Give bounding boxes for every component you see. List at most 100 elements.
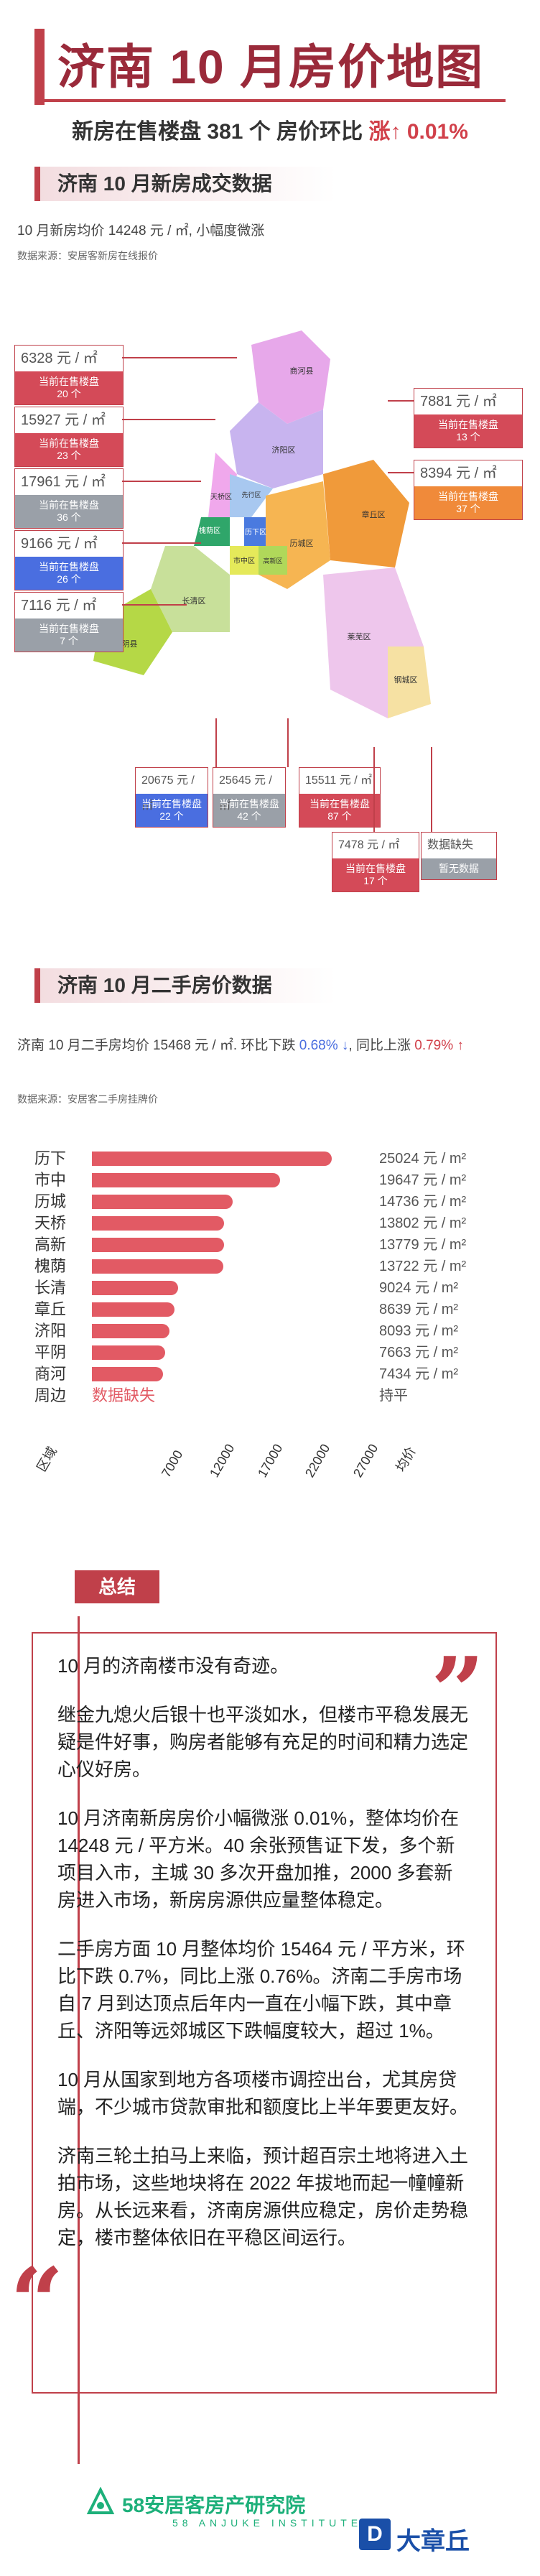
axis-tick-label: 17000 [254, 1441, 286, 1480]
bar [92, 1152, 332, 1166]
bar-value-label: 9024 元 / m² [379, 1280, 459, 1296]
leader-line [388, 400, 414, 402]
callout-price: 15927 元 / ㎡ [21, 412, 106, 428]
bar-category-label: 平阴 [34, 1343, 67, 1361]
axis-tick-label: 12000 [207, 1441, 238, 1480]
callout-price: 9166 元 / ㎡ [21, 536, 98, 552]
bar-category-label: 历城 [34, 1192, 67, 1210]
map-district-huaiyin [194, 517, 230, 546]
avg-text: 济南 10 月二手房均价 15468 元 / ㎡. 环比下跌 [17, 1038, 296, 1053]
bar-value-label: 25024 元 / m² [379, 1151, 467, 1167]
callout-shanghe: 6328 元 / ㎡ 当前在售楼盘 20 个 [14, 345, 124, 405]
callout-price: 6328 元 / ㎡ [21, 351, 98, 366]
bar-category-label: 商河 [34, 1365, 67, 1383]
bar-category-label: 长清 [34, 1279, 67, 1297]
avg-text-b: , 同比上涨 [348, 1038, 411, 1053]
bar-value-label: 13802 元 / m² [379, 1215, 467, 1231]
bar-category-label: 天桥 [34, 1214, 67, 1232]
callout-price: 8394 元 / ㎡ [420, 465, 497, 481]
summary-paragraph: 10 月从国家到地方各项楼市调控出台，尤其房贷端，不少城市贷款审批和额度比上半年… [57, 2069, 469, 2118]
callout-pingyin: 7116 元 / ㎡ 当前在售楼盘 7 个 [14, 592, 124, 652]
summary-paragraph: 继金九熄火后银十也平淡如水，但楼市平稳发展无疑是件好事，购房者能够有充足的时间和… [57, 1704, 469, 1780]
callout-zhangqiu: 8394 元 / ㎡ 当前在售楼盘 37 个 [414, 460, 523, 520]
callout-count: 暂无数据 [422, 858, 496, 879]
bar [92, 1259, 223, 1274]
leader-line [215, 718, 217, 767]
brand-name: 58安居客房产研究院 [122, 2494, 306, 2516]
callout-tianqiao: 15927 元 / ㎡ 当前在售楼盘 23 个 [14, 407, 124, 467]
avg-drop: 0.68% ↓ [299, 1038, 349, 1053]
second-hand-heading: 济南 10 月二手房价数据 [34, 968, 336, 1003]
callout-price: 7116 元 / ㎡ [21, 598, 97, 613]
bar-row: 平阴 7663 元 / m² [29, 1343, 488, 1362]
map-district-changqing [151, 546, 230, 632]
callout-lixia: 25645 元 / ㎡ 当前在售楼盘 42 个 [213, 767, 286, 828]
leader-line [122, 604, 187, 606]
title-underline [34, 99, 506, 102]
map-label-lixia: 历下区 [245, 528, 266, 537]
bar [92, 1302, 175, 1317]
bar-value-label: 8093 元 / m² [379, 1323, 459, 1339]
map-label-jiyang: 济阳区 [272, 445, 296, 455]
map-label-licheng: 历城区 [290, 539, 314, 548]
callout-shizhong: 20675 元 / ㎡ 当前在售楼盘 22 个 [135, 767, 208, 828]
summary-paragraph: 二手房方面 10 月整体均价 15464 元 / 平方米，环比下跌 0.7%，同… [57, 1938, 465, 2042]
leader-line [122, 542, 201, 544]
page-subtitle: 新房在售楼盘 381 个 房价环比 涨↑ 0.01% [0, 113, 540, 145]
callout-count: 当前在售楼盘 22 个 [136, 794, 208, 827]
summary-paragraph: 10 月济南新房房价小幅微涨 0.01%，整体均价在 14248 元 / 平方米… [57, 1807, 460, 1911]
map-label-gangcheng: 钢城区 [394, 675, 418, 685]
bar-row: 槐荫 13722 元 / m² [29, 1257, 488, 1276]
summary-text: 10 月的济南楼市没有奇迹。 继金九熄火后银十也平淡如水，但楼市平稳发展无疑是件… [57, 1652, 468, 2273]
bar-missing-label: 数据缺失 [92, 1386, 156, 1404]
bar-row: 济阳 8093 元 / m² [29, 1322, 488, 1340]
summary-paragraph: 10 月的济南楼市没有奇迹。 [57, 1655, 289, 1677]
callout-price: 15511 元 / ㎡ [305, 774, 373, 787]
callout-price: 数据缺失 [427, 839, 474, 851]
new-house-source: 数据来源：安居客新房在线报价 [17, 250, 158, 261]
summary-accent-line [78, 1616, 80, 2464]
callout-count: 当前在售楼盘 13 个 [414, 414, 522, 448]
jinan-district-map: 商河县 济阳区 天桥区 槐荫区 历下区 市中区 历城区 长清区 章丘区 莱芜区 … [93, 330, 431, 718]
map-district-gangcheng [388, 647, 431, 718]
callout-laiwu: 7478 元 / ㎡ 当前在售楼盘 17 个 [332, 832, 419, 892]
bar-category-label: 周边 [34, 1386, 67, 1404]
callout-count: 当前在售楼盘 7 个 [15, 618, 123, 652]
bar-value-label: 14736 元 / m² [379, 1194, 467, 1210]
second-hand-source: 数据来源：安居客二手房挂牌价 [17, 1093, 158, 1105]
callout-count: 当前在售楼盘 36 个 [15, 495, 123, 528]
bar-value-label: 13722 元 / m² [379, 1259, 467, 1274]
new-house-heading: 济南 10 月新房成交数据 [34, 167, 336, 201]
callout-price: 20675 元 / ㎡ [141, 774, 195, 812]
new-house-avg: 10 月新房均价 14248 元 / ㎡, 小幅度微涨 [17, 223, 265, 238]
callout-count: 当前在售楼盘 37 个 [414, 486, 522, 519]
map-district-shizhong [230, 546, 259, 575]
bar [92, 1324, 169, 1338]
bar [92, 1281, 179, 1295]
bar-value-label: 19647 元 / m² [379, 1172, 467, 1188]
bar-category-label: 市中 [34, 1171, 67, 1189]
bar-row: 周边 数据缺失 持平 [29, 1386, 488, 1405]
map-district-gaoxin [259, 546, 287, 575]
callout-changqing: 9166 元 / ㎡ 当前在售楼盘 26 个 [14, 530, 124, 590]
bar-row: 历下 25024 元 / m² [29, 1149, 488, 1168]
quote-close-icon: ” [431, 1636, 485, 1746]
map-label-tianqiao: 天桥区 [210, 493, 232, 501]
quote-open-icon: “ [10, 2247, 64, 2357]
map-district-zhangqiu [323, 460, 409, 567]
map-label-laiwu: 莱芜区 [348, 631, 371, 641]
bar-value-label: 持平 [379, 1388, 408, 1404]
second-hand-avg: 济南 10 月二手房均价 15468 元 / ㎡. 环比下跌 0.68% ↓, … [17, 1034, 534, 1054]
bar [92, 1238, 224, 1252]
callout-count: 当前在售楼盘 26 个 [15, 557, 123, 590]
bar-row: 商河 7434 元 / m² [29, 1365, 488, 1384]
map-district-jiyang [230, 402, 323, 488]
bar-row: 历城 14736 元 / m² [29, 1192, 488, 1211]
axis-tick-label: 7000 [159, 1447, 186, 1480]
title-accent-bar [34, 29, 45, 105]
callout-count: 当前在售楼盘 87 个 [299, 794, 380, 827]
map-label-shanghe: 商河县 [290, 366, 314, 376]
bar [92, 1345, 166, 1360]
bar-value-label: 7663 元 / m² [379, 1345, 459, 1361]
map-label-gaoxin: 高新区 [263, 557, 282, 565]
